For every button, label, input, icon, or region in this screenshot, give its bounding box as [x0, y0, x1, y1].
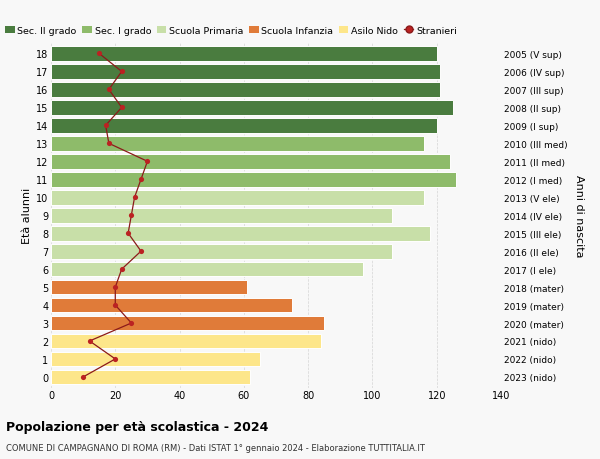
Point: [85, 337, 94, 345]
Point: [79, 374, 88, 381]
Bar: [51, 334, 321, 348]
Bar: [51, 101, 453, 116]
Point: [143, 158, 152, 166]
Bar: [51, 280, 247, 295]
Bar: [51, 173, 456, 187]
Point: [110, 284, 120, 291]
Point: [117, 105, 127, 112]
Bar: [51, 244, 392, 259]
Bar: [51, 262, 363, 277]
Legend: Sec. II grado, Sec. I grado, Scuola Primaria, Scuola Infanzia, Asilo Nido, Stran: Sec. II grado, Sec. I grado, Scuola Prim…: [5, 27, 457, 35]
Bar: [51, 83, 440, 98]
Bar: [51, 316, 324, 330]
Bar: [51, 226, 430, 241]
Point: [110, 302, 120, 309]
Y-axis label: Età alunni: Età alunni: [22, 188, 32, 244]
Point: [117, 266, 127, 273]
Point: [124, 230, 133, 237]
Bar: [51, 208, 392, 223]
Bar: [51, 119, 437, 134]
Bar: [51, 137, 424, 151]
Bar: [51, 370, 250, 385]
Point: [104, 87, 113, 94]
Text: Popolazione per età scolastica - 2024: Popolazione per età scolastica - 2024: [6, 420, 268, 433]
Point: [110, 355, 120, 363]
Point: [127, 319, 136, 327]
Bar: [51, 65, 440, 80]
Point: [94, 50, 104, 58]
Text: COMUNE DI CAMPAGNANO DI ROMA (RM) - Dati ISTAT 1° gennaio 2024 - Elaborazione TU: COMUNE DI CAMPAGNANO DI ROMA (RM) - Dati…: [6, 443, 425, 452]
Point: [101, 123, 110, 130]
Bar: [51, 352, 260, 367]
Bar: [51, 47, 437, 62]
Point: [130, 194, 139, 202]
Point: [136, 176, 146, 184]
Point: [127, 212, 136, 219]
Y-axis label: Anni di nascita: Anni di nascita: [574, 174, 584, 257]
Point: [104, 140, 113, 148]
Bar: [51, 190, 424, 205]
Bar: [51, 155, 449, 169]
Point: [117, 68, 127, 76]
Point: [136, 248, 146, 255]
Bar: [51, 298, 292, 313]
